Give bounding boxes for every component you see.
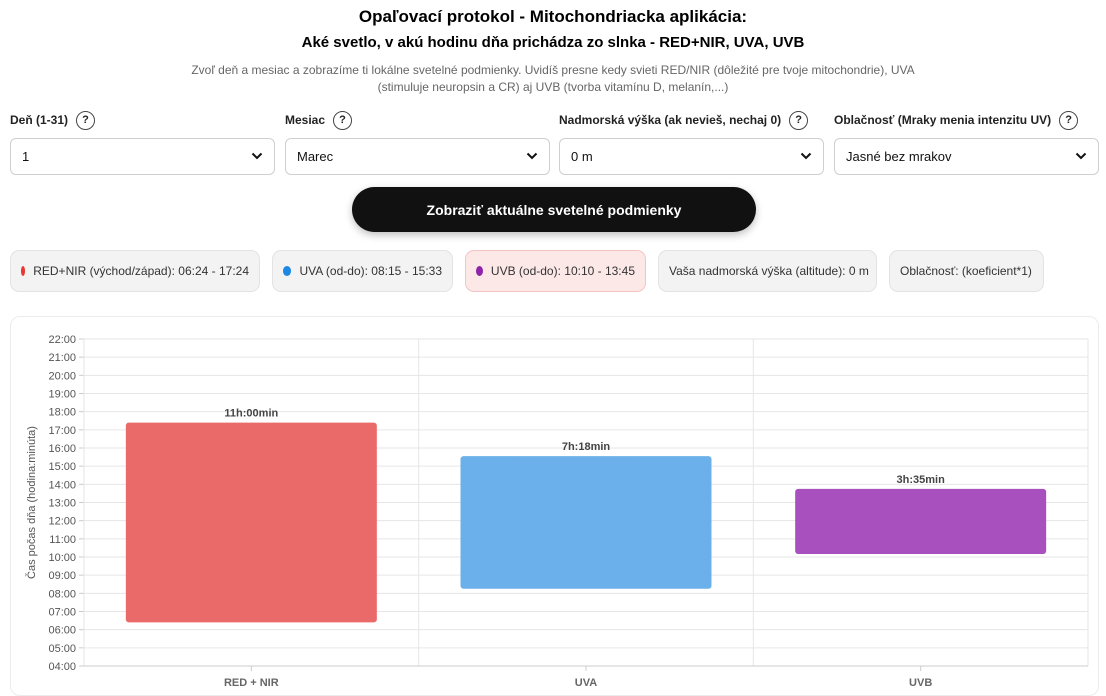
y-tick-label: 08:00 — [48, 588, 76, 600]
purple-dot-icon — [476, 266, 483, 276]
y-tick-label: 07:00 — [48, 607, 76, 619]
clouds-select-value: Jasné bez mrakov — [846, 149, 952, 164]
page-description: Zvoľ deň a mesiac a zobrazíme ti lokálne… — [191, 63, 915, 94]
page-title: Opaľovací protokol - Mitochondriacka apl… — [358, 7, 748, 26]
y-tick-label: 12:00 — [48, 516, 76, 528]
y-tick-label: 11:00 — [49, 534, 76, 546]
uva-info: UVA (od-do): 08:15 - 15:33 — [272, 250, 453, 292]
month-field: Mesiac ? Marec — [285, 110, 550, 175]
month-label: Mesiac — [285, 113, 326, 127]
chevron-down-icon — [526, 152, 538, 160]
y-tick-label: 22:00 — [48, 334, 76, 346]
y-axis-label: Čas počas dňa (hodina:minúta) — [25, 426, 38, 579]
day-field: Deň (1-31) ? 1 — [10, 110, 275, 175]
y-tick-label: 13:00 — [48, 498, 76, 510]
clouds-label-row: Oblačnosť (Mraky menia intenzitu UV) ? — [834, 110, 1099, 130]
altitude-label-row: Nadmorská výška (ak nevieš, nechaj 0) ? — [559, 110, 824, 130]
clouds-field: Oblačnosť (Mraky menia intenzitu UV) ? J… — [834, 110, 1099, 175]
day-select[interactable]: 1 — [10, 138, 275, 175]
show-conditions-button[interactable]: Zobraziť aktuálne svetelné podmienky — [352, 187, 756, 232]
clouds-help-icon[interactable]: ? — [1059, 110, 1079, 130]
x-tick-label: UVA — [575, 677, 597, 689]
data-label: 7h:18min — [562, 441, 611, 453]
y-tick-label: 16:00 — [48, 443, 76, 455]
altitude-help-icon[interactable]: ? — [789, 110, 809, 130]
y-tick-label: 09:00 — [48, 570, 76, 582]
red-nir-info: RED+NIR (východ/západ): 06:24 - 17:24 — [10, 250, 260, 292]
y-tick-label: 04:00 — [48, 661, 76, 673]
uvb-info-text: UVB (od-do): 10:10 - 13:45 — [490, 264, 635, 278]
y-tick-label: 06:00 — [48, 625, 76, 637]
red-nir-info-text: RED+NIR (východ/západ): 06:24 - 17:24 — [33, 264, 249, 278]
blue-dot-icon — [283, 266, 292, 276]
clouds-info-text: Oblačnosť: (koeficient*1) — [900, 264, 1032, 278]
bar-uvb — [795, 488, 1047, 554]
chart-card: 04:00 05:00 06:00 07:00 08:00 09:00 10:00 11:00… — [10, 316, 1099, 696]
uvb-info: UVB (od-do): 10:10 - 13:45 — [465, 250, 646, 292]
altitude-select[interactable]: 0 m — [559, 138, 824, 175]
month-label-row: Mesiac ? — [285, 110, 550, 130]
chevron-down-icon — [800, 152, 812, 160]
y-tick-label: 10:00 — [48, 552, 76, 564]
uva-info-text: UVA (od-do): 08:15 - 15:33 — [299, 264, 442, 278]
altitude-select-value: 0 m — [571, 149, 593, 164]
clouds-info: Oblačnosť: (koeficient*1) — [889, 250, 1044, 292]
y-tick-label: 18:00 — [48, 407, 76, 419]
data-label: 11h:00min — [224, 408, 278, 420]
x-tick-label: RED + NIR — [224, 677, 279, 689]
chevron-down-icon — [1075, 152, 1087, 160]
data-label: 3h:35min — [897, 474, 946, 486]
y-tick-label: 05:00 — [48, 643, 76, 655]
light-range-chart: 04:00 05:00 06:00 07:00 08:00 09:00 10:00 11:00… — [25, 334, 1089, 689]
day-select-value: 1 — [22, 149, 30, 164]
month-select[interactable]: Marec — [285, 138, 550, 175]
y-tick-label: 15:00 — [48, 461, 76, 473]
month-select-value: Marec — [297, 149, 334, 164]
x-tick-label: UVB — [909, 677, 932, 689]
altitude-info-text: Vaša nadmorská výška (altitude): 0 m — [669, 264, 869, 278]
y-tick-label: 19:00 — [48, 389, 76, 401]
chevron-down-icon — [251, 152, 263, 160]
day-label-row: Deň (1-31) ? — [10, 110, 275, 130]
altitude-label: Nadmorská výška (ak nevieš, nechaj 0) — [559, 113, 782, 127]
red-dot-icon — [21, 266, 26, 276]
clouds-label: Oblačnosť (Mraky menia intenzitu UV) — [834, 113, 1052, 127]
y-tick-label: 14:00 — [48, 479, 76, 491]
y-tick-label: 17:00 — [48, 425, 76, 437]
page-subtitle: Aké svetlo, v akú hodinu dňa prichádza z… — [301, 34, 805, 51]
y-tick-label: 20:00 — [48, 370, 76, 382]
altitude-info: Vaša nadmorská výška (altitude): 0 m — [658, 250, 877, 292]
y-tick-label: 21:00 — [48, 352, 76, 364]
month-help-icon[interactable]: ? — [333, 110, 353, 130]
altitude-field: Nadmorská výška (ak nevieš, nechaj 0) ? … — [559, 110, 824, 175]
day-label: Deň (1-31) — [10, 113, 69, 127]
day-help-icon[interactable]: ? — [76, 110, 96, 130]
clouds-select[interactable]: Jasné bez mrakov — [834, 138, 1099, 175]
bar-red-nir — [125, 422, 377, 623]
bar-uva — [460, 456, 712, 589]
